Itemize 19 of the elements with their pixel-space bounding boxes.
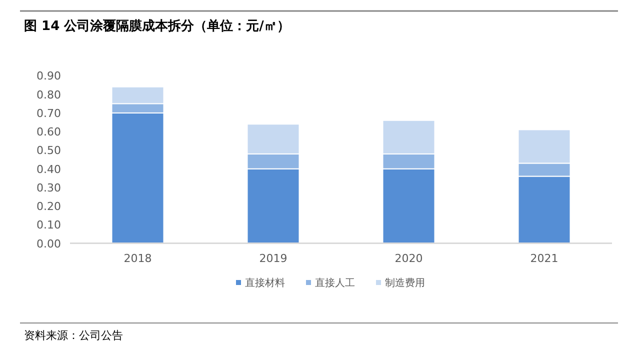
y-tick-label: 0.30 bbox=[36, 181, 61, 194]
legend-label: 直接人工 bbox=[315, 277, 355, 289]
legend-label: 制造费用 bbox=[385, 277, 425, 289]
y-tick-label: 0.40 bbox=[36, 162, 61, 176]
y-tick-label: 0.10 bbox=[36, 218, 61, 232]
y-tick-label: 0.80 bbox=[36, 88, 61, 102]
y-tick-label: 0.70 bbox=[36, 106, 61, 120]
x-tick-label: 2019 bbox=[259, 252, 288, 265]
text: 资料来源：公司公告 bbox=[24, 329, 123, 342]
x-tick-label: 2021 bbox=[530, 252, 558, 265]
x-tick-label: 2020 bbox=[394, 252, 423, 265]
y-tick-label: 0.20 bbox=[36, 200, 61, 214]
legend-label: 直接材料 bbox=[245, 277, 285, 289]
y-tick-label: 0.90 bbox=[36, 70, 61, 83]
y-tick-label: 0.00 bbox=[36, 237, 61, 250]
y-tick-label: 0.60 bbox=[36, 126, 61, 139]
x-tick-label: 2018 bbox=[124, 252, 152, 265]
y-tick-label: 0.50 bbox=[36, 144, 61, 158]
chart-title: 图 14 公司涂覆隔膜成本拆分（单位：元/㎡） bbox=[24, 18, 290, 34]
